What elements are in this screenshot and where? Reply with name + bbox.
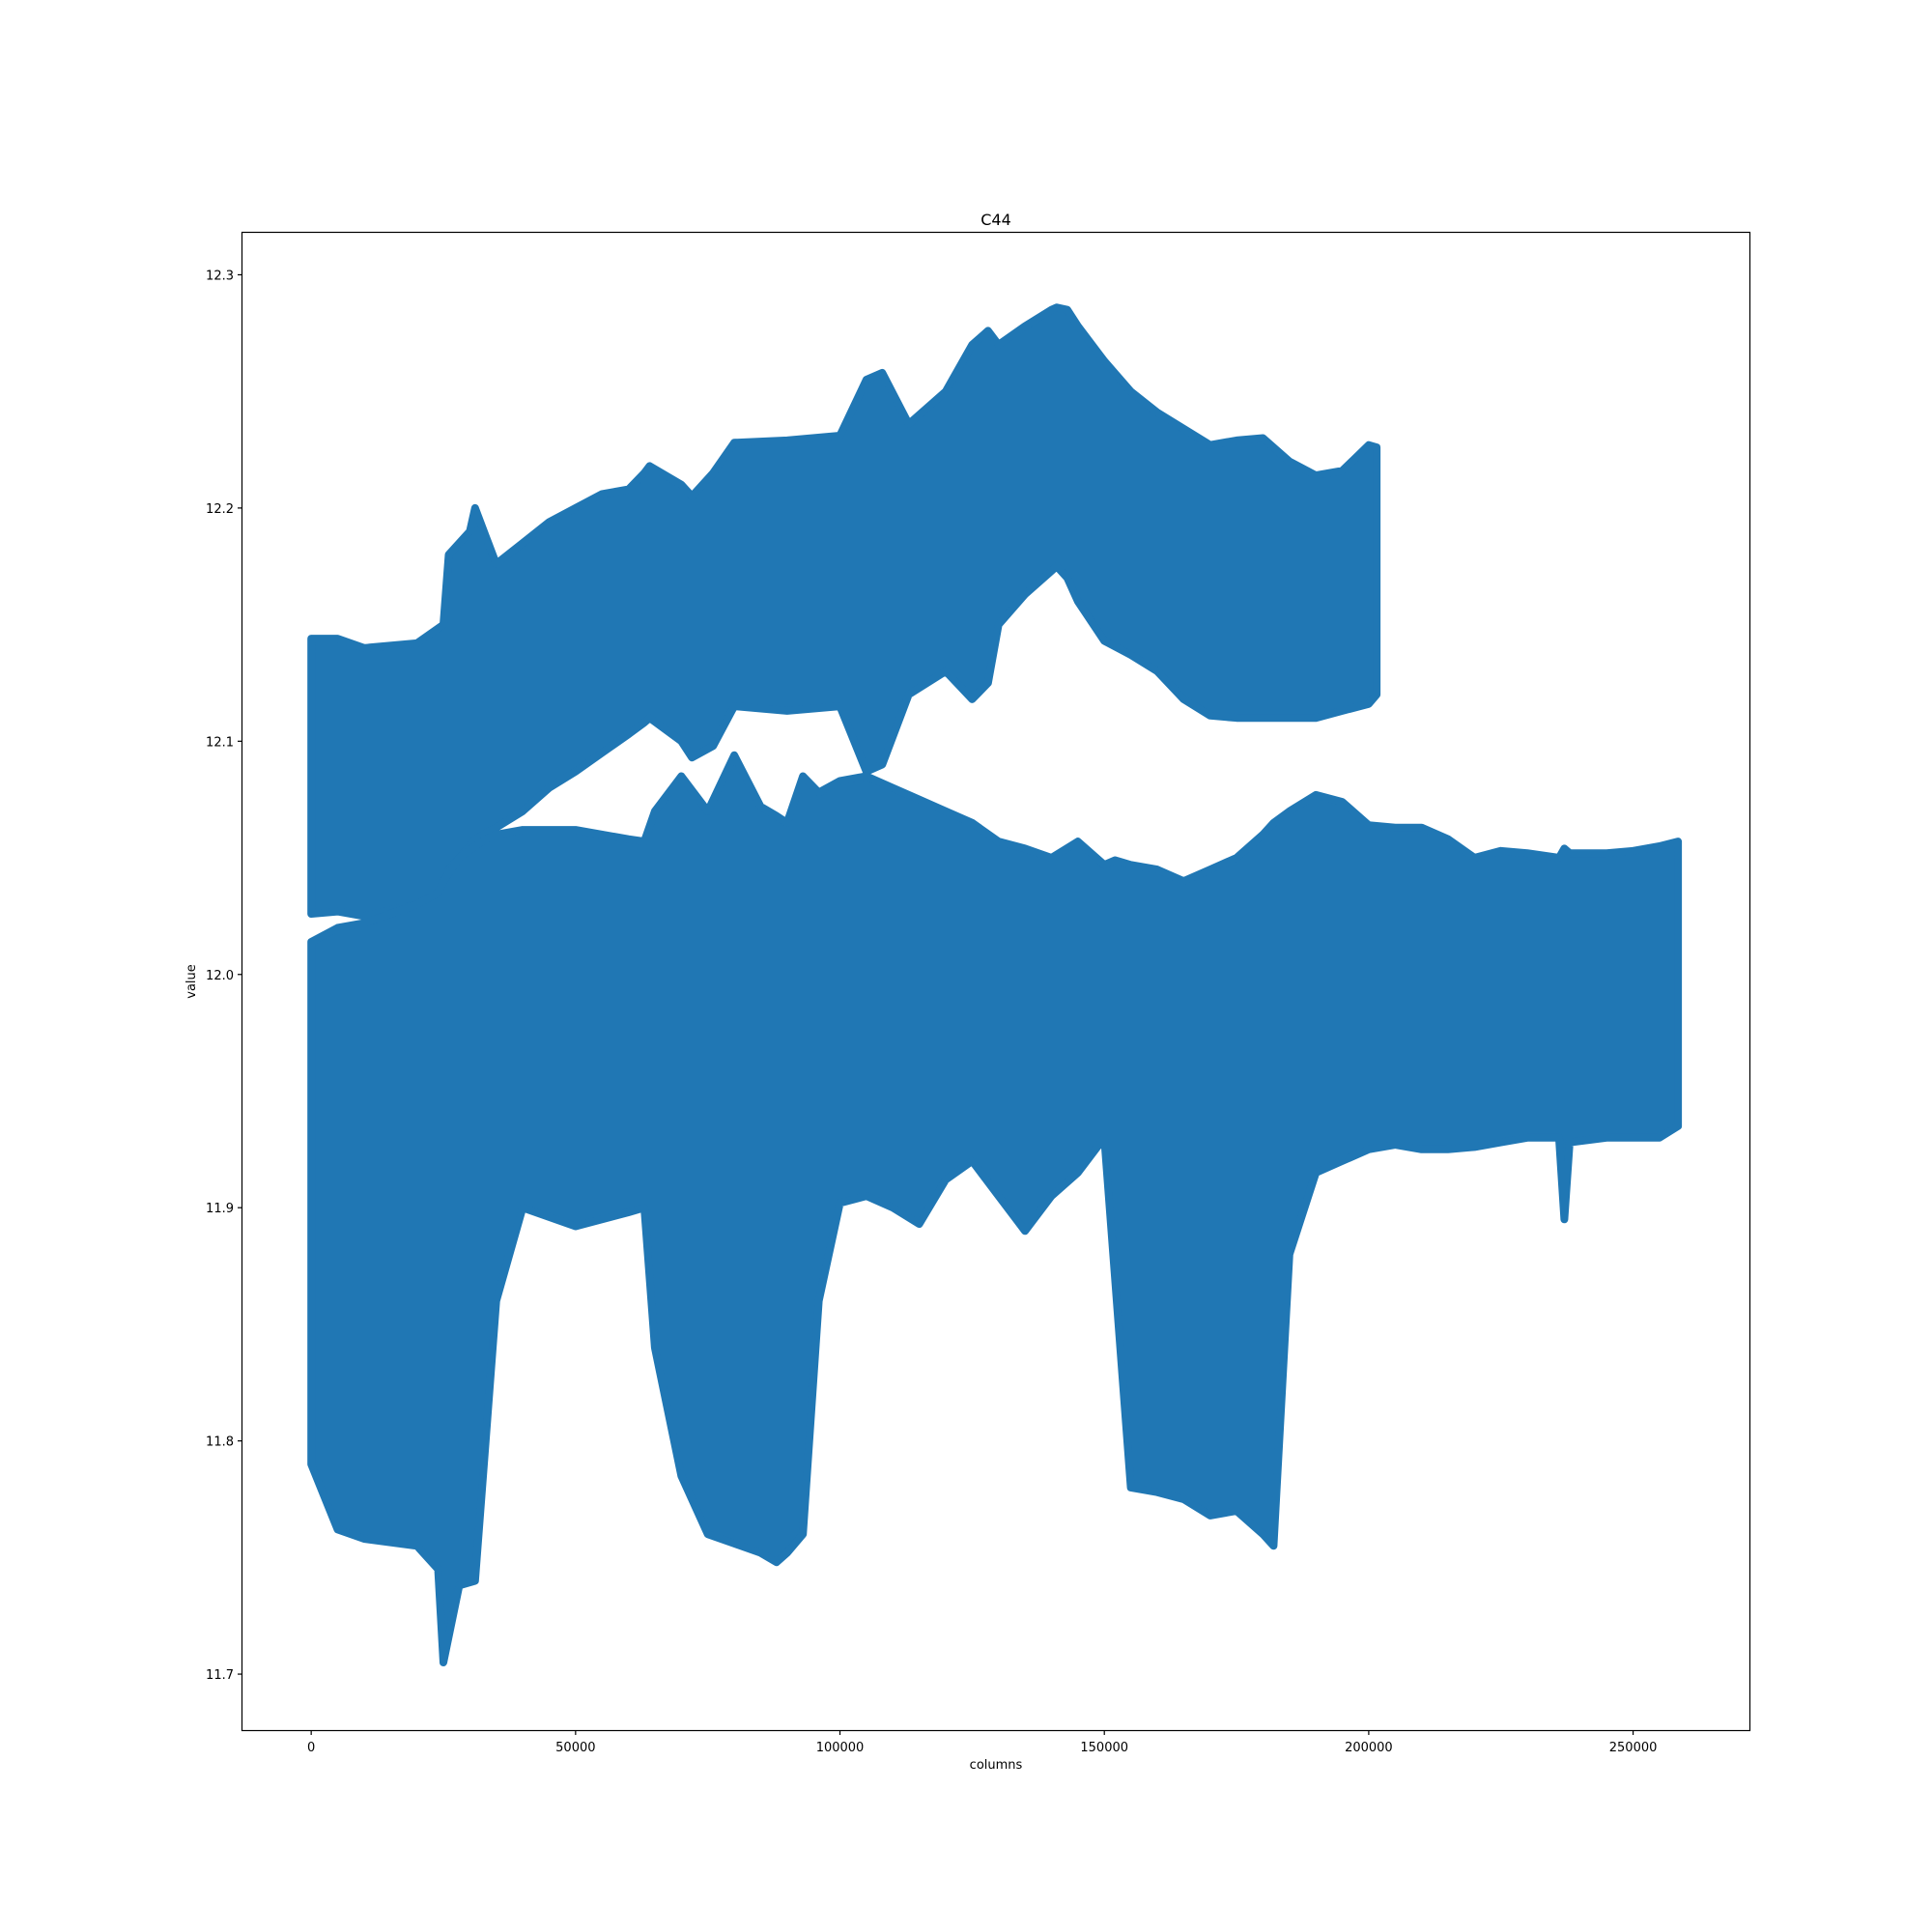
x-tick-label: 50000 — [555, 1741, 595, 1755]
x-tick-label: 100000 — [816, 1741, 865, 1755]
y-tick-label: 11.8 — [206, 1435, 234, 1450]
x-tick-label: 0 — [307, 1741, 315, 1755]
scatter-band-lower — [307, 751, 1683, 1666]
y-tick-label: 11.7 — [206, 1668, 234, 1683]
y-tick-label: 11.9 — [206, 1202, 234, 1216]
y-tick-label: 12.1 — [206, 735, 234, 750]
x-tick-label: 150000 — [1080, 1741, 1128, 1755]
y-tick-label: 12.0 — [206, 969, 234, 983]
data-layer — [307, 303, 1683, 1666]
y-axis-label: value — [185, 964, 199, 999]
axes-layer: 0 50000 100000 150000 200000 250000 11.7 11.8 11… — [206, 269, 1657, 1755]
x-tick-label: 250000 — [1609, 1741, 1658, 1755]
scatter-band-upper — [307, 303, 1381, 921]
y-tick-label: 12.2 — [206, 502, 234, 517]
y-tick-label: 12.3 — [206, 269, 234, 283]
x-tick-label: 200000 — [1345, 1741, 1393, 1755]
plot-frame — [241, 231, 1751, 1732]
x-axis-label: columns — [970, 1758, 1023, 1773]
chart-title: C44 — [980, 211, 1011, 229]
